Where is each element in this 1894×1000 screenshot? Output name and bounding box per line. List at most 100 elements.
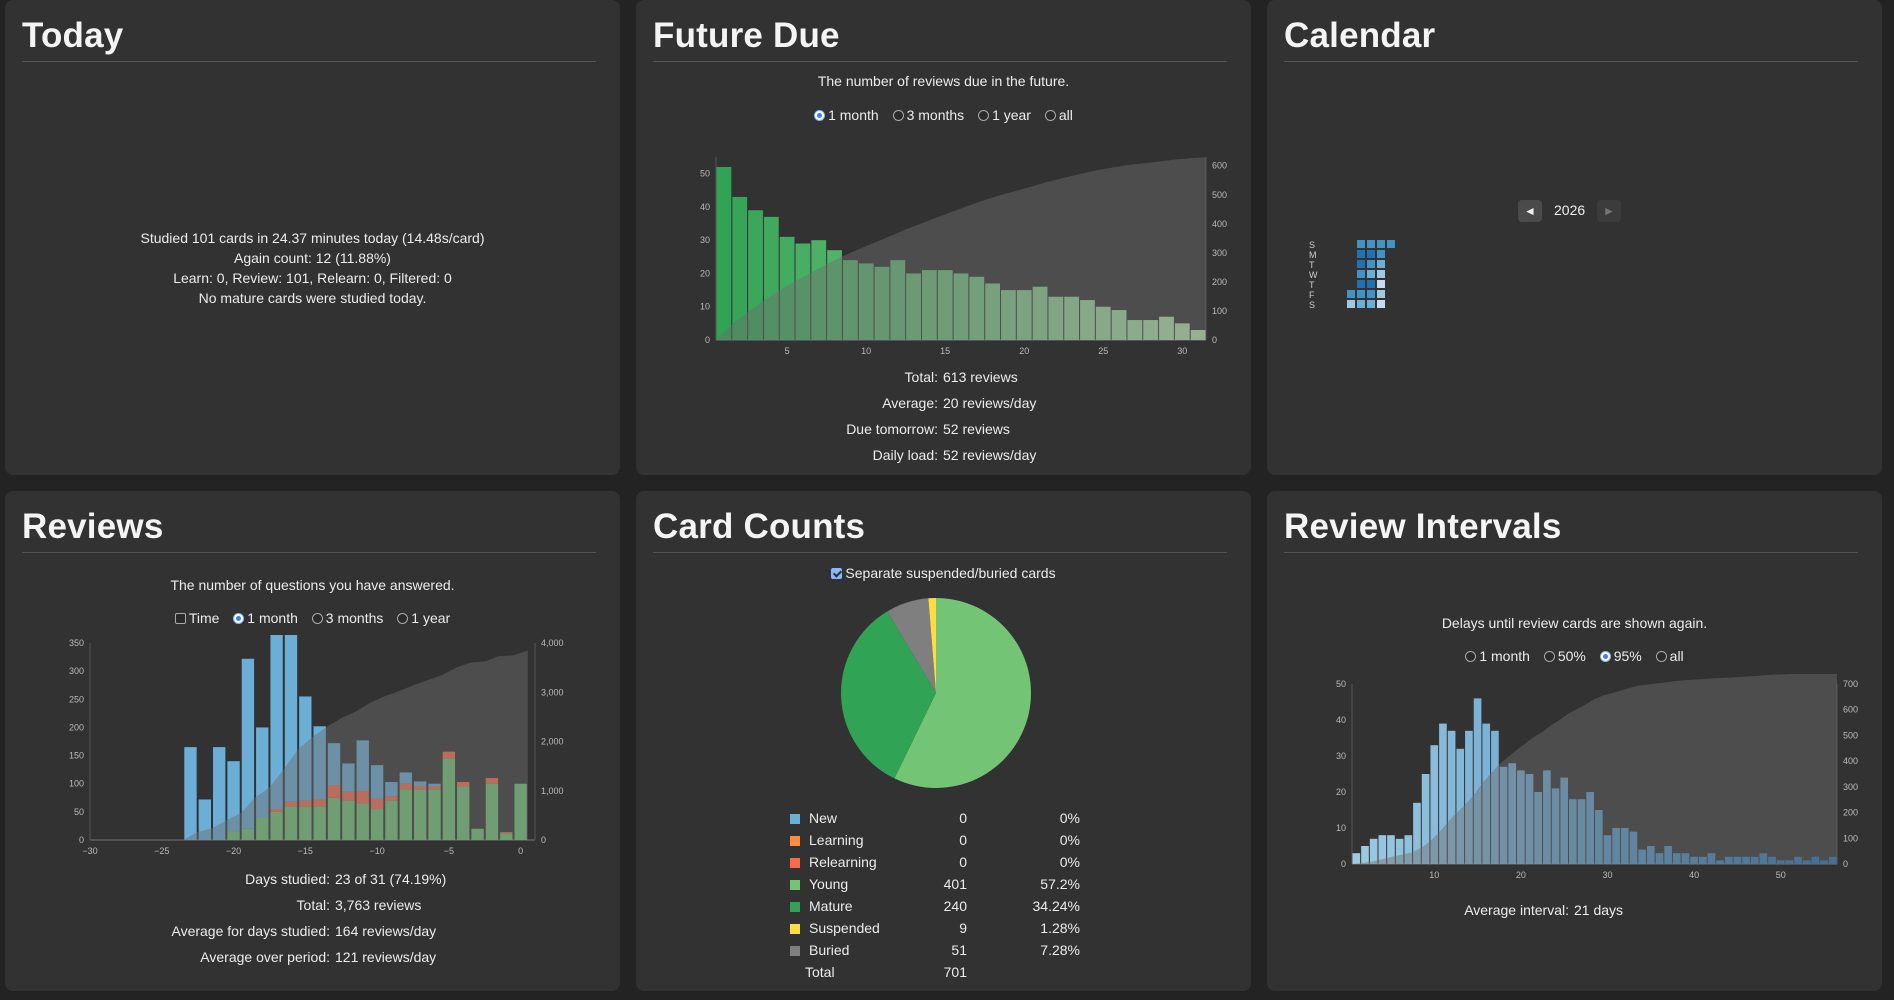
reviews-bar-young (299, 806, 312, 840)
radio-selected-icon[interactable] (814, 110, 826, 121)
weekday-label: T (1309, 280, 1315, 290)
range-option-1-month[interactable]: 1 month (233, 610, 298, 626)
range-option-1-year[interactable]: 1 year (978, 107, 1031, 123)
y-tick-label: 40 (700, 202, 710, 212)
stat-label: Daily load: (872, 447, 938, 463)
range-option-50-percent[interactable]: 50% (1543, 648, 1586, 664)
calendar-next-button[interactable]: ► (1597, 200, 1621, 222)
y2-tick-label: 3,000 (541, 687, 564, 697)
swatch-icon (790, 902, 800, 912)
reviews-bar-relearn (284, 801, 298, 807)
range-option-3-months[interactable]: 3 months (311, 610, 383, 626)
reviews-bar-young (356, 803, 369, 840)
future-due-bar (1080, 300, 1095, 340)
y2-tick-label: 700 (1843, 679, 1858, 689)
today-line-4: No mature cards were studied today. (198, 290, 427, 306)
separate-suspended-checkbox[interactable]: Separate suspended/buried cards (831, 565, 1056, 581)
range-option-1-month[interactable]: 1 month (1465, 648, 1530, 664)
future-due-bar (748, 210, 763, 340)
radio-icon[interactable] (1465, 651, 1477, 662)
y2-tick-label: 0 (1212, 335, 1217, 345)
stat-value: 52 reviews (943, 421, 1010, 437)
reviews-bar-young (370, 809, 384, 840)
interval-bar (1750, 856, 1759, 864)
reviews-bar-young (500, 833, 513, 840)
radio-selected-icon[interactable] (1599, 651, 1611, 662)
swatch-icon (790, 814, 800, 824)
y2-tick-label: 300 (1212, 248, 1227, 258)
y2-tick-label: 100 (1843, 833, 1858, 843)
reviews-bar-learn (327, 743, 341, 786)
calendar-day-cell (1367, 260, 1375, 268)
legend-row-buried: Buried 51 7.28% (790, 939, 1090, 961)
interval-bar (1352, 853, 1361, 864)
separate-option: Separate suspended/buried cards (636, 565, 1251, 581)
calendar-day-cell (1357, 260, 1365, 268)
calendar-day-cell (1377, 250, 1385, 258)
range-option-all[interactable]: all (1044, 107, 1073, 123)
divider (653, 61, 1227, 62)
y-tick-label: 40 (1336, 715, 1346, 725)
x-tick-label: −15 (298, 846, 313, 855)
calendar-day-cell (1377, 240, 1385, 248)
range-option-3-months[interactable]: 3 months (892, 107, 964, 123)
interval-bar (1482, 723, 1491, 864)
card-counts-title: Card Counts (653, 507, 866, 546)
radio-icon[interactable] (1044, 110, 1056, 121)
radio-icon[interactable] (1543, 651, 1555, 662)
y2-tick-label: 0 (1843, 859, 1848, 869)
calendar-title: Calendar (1284, 16, 1436, 55)
stat-label: Total: (296, 897, 330, 913)
reviews-bar-relearn (500, 832, 513, 834)
future-due-bar (1016, 290, 1032, 340)
range-option-all[interactable]: all (1655, 648, 1684, 664)
cumulative-area (716, 157, 1206, 340)
interval-bar (1387, 835, 1395, 864)
interval-bar (1395, 838, 1404, 864)
checkbox-checked-icon[interactable] (831, 568, 843, 579)
reviews-bar-relearn (428, 786, 441, 790)
interval-bar (1620, 828, 1629, 864)
today-line-2: Again count: 12 (11.88%) (234, 250, 391, 266)
reviews-bar-young (514, 783, 527, 840)
calendar-day-cell (1357, 300, 1365, 308)
interval-bar (1828, 856, 1837, 864)
range-option-95-percent[interactable]: 95% (1599, 648, 1642, 664)
range-option-1-year[interactable]: 1 year (397, 610, 450, 626)
interval-bar (1551, 788, 1560, 864)
time-checkbox[interactable]: Time (174, 610, 219, 626)
interval-bar (1629, 831, 1638, 864)
radio-selected-icon[interactable] (233, 613, 245, 624)
future-due-bar (1127, 320, 1143, 340)
reviews-bar-relearn (327, 785, 341, 798)
x-tick-label: 15 (940, 346, 950, 356)
swatch-icon (790, 836, 800, 846)
future-due-bar (732, 196, 748, 340)
calendar-day-cell (1347, 300, 1355, 308)
reviews-bar-learn (284, 635, 298, 802)
reviews-bar-learn (198, 799, 212, 840)
weekday-label: S (1309, 240, 1315, 250)
legend-row-young: Young 401 57.2% (790, 873, 1090, 895)
interval-bar (1534, 792, 1543, 864)
y2-tick-label: 600 (1843, 705, 1858, 715)
swatch-icon (790, 858, 800, 868)
reviews-bar-young (256, 817, 269, 840)
stat-label: Due tomorrow: (846, 421, 938, 437)
checkbox-icon[interactable] (174, 613, 186, 624)
radio-icon[interactable] (1655, 651, 1667, 662)
radio-icon[interactable] (311, 613, 323, 624)
interval-bar (1785, 860, 1794, 864)
y2-tick-label: 2,000 (541, 737, 564, 747)
x-tick-label: 20 (1019, 346, 1029, 356)
radio-icon[interactable] (978, 110, 990, 121)
radio-icon[interactable] (397, 613, 409, 624)
calendar-prev-button[interactable]: ◄ (1518, 200, 1542, 222)
interval-bar (1655, 853, 1664, 864)
radio-icon[interactable] (892, 110, 904, 121)
range-option-1-month[interactable]: 1 month (814, 107, 879, 123)
reviews-bar-learn (342, 763, 355, 792)
future-due-bar (779, 236, 795, 340)
x-tick-label: 10 (1429, 870, 1439, 880)
calendar-day-cell (1377, 280, 1385, 288)
